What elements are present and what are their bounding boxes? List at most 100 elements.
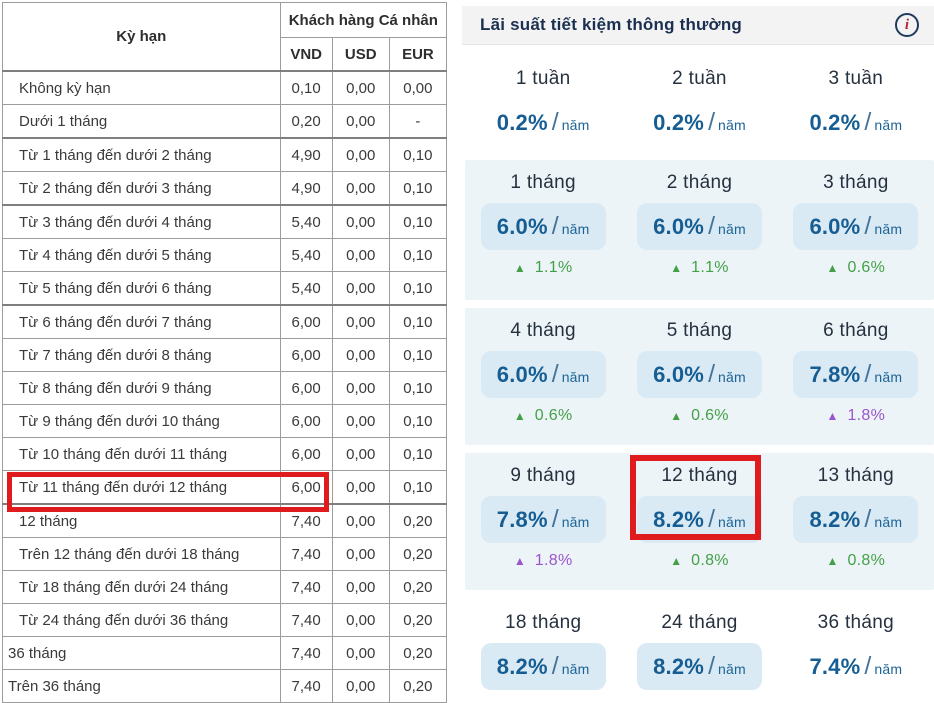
term-label: 2 tuần bbox=[672, 68, 727, 89]
usd-cell: 0,00 bbox=[331, 104, 390, 139]
table-row: Không kỳ hạn 0,10 0,00 0,00 bbox=[2, 70, 448, 105]
term-label: 13 tháng bbox=[817, 465, 894, 486]
term-cell: Từ 6 tháng đến dưới 7 tháng bbox=[2, 304, 281, 339]
panel-title: Lãi suất tiết kiệm thông thường bbox=[480, 15, 742, 34]
rate-slash: / bbox=[864, 108, 872, 136]
eur-cell: 0,10 bbox=[388, 404, 448, 438]
rate-unit: năm bbox=[718, 514, 746, 530]
rate-unit: năm bbox=[874, 514, 903, 530]
eur-cell: 0,10 bbox=[388, 271, 448, 306]
table-row: Trên 12 tháng đến dưới 18 tháng 7,40 0,0… bbox=[2, 537, 448, 571]
rate-slash: / bbox=[551, 505, 559, 533]
table-row: Từ 4 tháng đến dưới 5 tháng 5,40 0,00 0,… bbox=[2, 238, 448, 272]
rate-row: 1 tháng 6.0% / năm ▲ 1.1% 2 tháng 6.0% /… bbox=[465, 160, 934, 300]
table-row: Từ 10 tháng đến dưới 11 tháng 6,00 0,00 … bbox=[2, 437, 448, 471]
term-cell: Từ 8 tháng đến dưới 9 tháng bbox=[2, 371, 281, 405]
usd-cell: 0,00 bbox=[331, 338, 390, 372]
term-cell: 36 tháng bbox=[2, 636, 281, 670]
rate-row: 1 tuần 0.2% / năm 2 tuần 0.2% / năm 3 tu… bbox=[465, 52, 934, 152]
eur-cell: 0,20 bbox=[388, 570, 448, 604]
rate-change: ▲ 1.1% bbox=[670, 259, 729, 277]
info-icon[interactable]: i bbox=[895, 13, 919, 37]
rate-pill: 6.0% / năm bbox=[637, 351, 762, 398]
term-cell: Từ 9 tháng đến dưới 10 tháng bbox=[2, 404, 281, 438]
usd-cell: 0,00 bbox=[331, 603, 390, 637]
table-row: Dưới 1 tháng 0,20 0,00 - bbox=[2, 104, 448, 139]
eur-cell: 0,10 bbox=[388, 470, 448, 505]
term-label: 18 tháng bbox=[504, 612, 582, 633]
eur-cell: 0,10 bbox=[388, 137, 448, 172]
usd-cell: 0,00 bbox=[331, 503, 390, 538]
usd-cell: 0,00 bbox=[331, 669, 390, 703]
rate-unit: năm bbox=[874, 369, 903, 385]
table-row: 36 tháng 7,40 0,00 0,20 bbox=[2, 636, 448, 670]
rate-card: 2 tháng 6.0% / năm ▲ 1.1% bbox=[621, 160, 777, 300]
rate-value: 7.4% bbox=[809, 654, 861, 679]
rate-unit: năm bbox=[561, 661, 590, 677]
vnd-cell: 4,90 bbox=[279, 137, 333, 172]
eur-cell: 0,20 bbox=[388, 603, 448, 637]
usd-cell: 0,00 bbox=[331, 70, 390, 105]
table-row: Từ 1 tháng đến dưới 2 tháng 4,90 0,00 0,… bbox=[2, 137, 448, 172]
rate-value: 7.8% bbox=[496, 507, 548, 532]
rate-pill: 8.2% / năm bbox=[480, 643, 606, 690]
rate-card: 5 tháng 6.0% / năm ▲ 0.6% bbox=[621, 308, 777, 445]
table-row: Từ 5 tháng đến dưới 6 tháng 5,40 0,00 0,… bbox=[2, 271, 448, 306]
change-value: 0.6% bbox=[691, 407, 729, 424]
rate-slash: / bbox=[864, 360, 872, 388]
term-cell: Dưới 1 tháng bbox=[2, 104, 281, 139]
rate-value: 0.2% bbox=[653, 110, 705, 135]
up-arrow-icon: ▲ bbox=[826, 409, 839, 423]
rate-card: 9 tháng 7.8% / năm ▲ 1.8% bbox=[465, 453, 621, 590]
term-label: 3 tuần bbox=[828, 68, 884, 89]
rate-slash: / bbox=[708, 505, 716, 533]
rate-card: 13 tháng 8.2% / năm ▲ 0.8% bbox=[778, 453, 934, 590]
vnd-cell: 5,40 bbox=[279, 238, 333, 272]
rate-card: 2 tuần 0.2% / năm bbox=[621, 52, 777, 152]
rate-row: 4 tháng 6.0% / năm ▲ 0.6% 5 tháng 6.0% /… bbox=[465, 308, 934, 445]
currency-header-vnd: VND bbox=[279, 37, 333, 72]
usd-cell: 0,00 bbox=[331, 437, 390, 471]
vnd-cell: 7,40 bbox=[279, 603, 333, 637]
vnd-cell: 6,00 bbox=[279, 304, 333, 339]
vnd-cell: 7,40 bbox=[279, 636, 333, 670]
rate-value: 6.0% bbox=[653, 214, 705, 239]
highlight-box-right-card bbox=[630, 455, 761, 540]
rate-unit: năm bbox=[561, 369, 590, 385]
rate-slash: / bbox=[708, 108, 716, 136]
up-arrow-icon: ▲ bbox=[513, 409, 527, 423]
rate-pill: 7.4% / năm bbox=[793, 643, 918, 690]
rate-card: 18 tháng 8.2% / năm bbox=[465, 600, 621, 690]
rate-row: 18 tháng 8.2% / năm 24 tháng 8.2% / năm … bbox=[465, 600, 934, 690]
change-value: 0.6% bbox=[534, 407, 573, 424]
term-cell: Từ 1 tháng đến dưới 2 tháng bbox=[2, 137, 281, 172]
rate-change: ▲ 0.6% bbox=[514, 407, 573, 425]
vnd-cell: 7,40 bbox=[279, 669, 333, 703]
rate-value: 0.2% bbox=[496, 110, 548, 135]
rate-change: ▲ 0.6% bbox=[670, 407, 729, 425]
rates-table-body: Không kỳ hạn 0,10 0,00 0,00 Dưới 1 tháng… bbox=[2, 70, 448, 703]
table-row: Trên 36 tháng 7,40 0,00 0,20 bbox=[2, 669, 448, 703]
rate-slash: / bbox=[551, 360, 559, 388]
table-row: Từ 9 tháng đến dưới 10 tháng 6,00 0,00 0… bbox=[2, 404, 448, 438]
table-row: Từ 24 tháng đến dưới 36 tháng 7,40 0,00 … bbox=[2, 603, 448, 637]
rate-unit: năm bbox=[561, 514, 590, 530]
rate-value: 8.2% bbox=[653, 507, 705, 532]
term-label: 9 tháng bbox=[510, 465, 576, 486]
up-arrow-icon: ▲ bbox=[670, 261, 683, 275]
table-row: Từ 18 tháng đến dưới 24 tháng 7,40 0,00 … bbox=[2, 570, 448, 604]
rate-pill: 6.0% / năm bbox=[480, 203, 606, 250]
rate-pill: 8.2% / năm bbox=[637, 643, 762, 690]
rate-change: ▲ 0.8% bbox=[827, 552, 886, 570]
rate-card: 1 tháng 6.0% / năm ▲ 1.1% bbox=[465, 160, 621, 300]
usd-cell: 0,00 bbox=[331, 404, 390, 438]
eur-cell: 0,10 bbox=[388, 304, 448, 339]
eur-cell: 0,10 bbox=[388, 338, 448, 372]
change-value: 0.8% bbox=[691, 552, 729, 569]
currency-header-row: VND USD EUR bbox=[3, 37, 448, 72]
rate-pill: 7.8% / năm bbox=[793, 351, 919, 398]
term-cell: Từ 3 tháng đến dưới 4 tháng bbox=[2, 204, 281, 239]
eur-cell: 0,20 bbox=[388, 503, 448, 538]
rate-card: 3 tháng 6.0% / năm ▲ 0.6% bbox=[778, 160, 934, 300]
rate-unit: năm bbox=[874, 221, 903, 237]
